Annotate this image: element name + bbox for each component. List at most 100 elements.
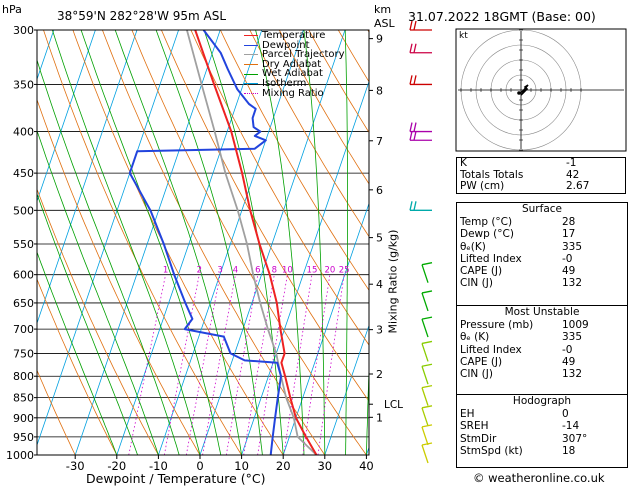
- km-tick-label: 6: [376, 184, 383, 197]
- pressure-tick-label: 800: [13, 370, 34, 383]
- row-label: θₑ(K): [460, 240, 486, 253]
- legend-label: Isotherm: [262, 77, 307, 89]
- index-value: 42: [566, 168, 580, 181]
- km-unit-label: km: [374, 3, 392, 16]
- mixing-ratio-line: [163, 274, 200, 455]
- mixing-ratio-line: [185, 274, 221, 455]
- wind-barb: [409, 201, 432, 211]
- mixing-ratio-label: 20: [325, 266, 336, 276]
- pressure-tick-label: 900: [13, 412, 34, 425]
- hodograph-unit-label: kt: [459, 31, 468, 41]
- x-tick-label: 0: [196, 459, 203, 473]
- index-label: PW (cm): [460, 180, 505, 193]
- wind-barb: [421, 316, 433, 338]
- mixing-ratio-label: 4: [233, 266, 238, 276]
- wind-barb-flag: [409, 43, 413, 53]
- wet-adiabat-line: [203, 30, 284, 455]
- wet-adiabat-line: [37, 251, 118, 455]
- legend-item-dry-adiabat: Dry Adiabat: [244, 58, 345, 70]
- wind-barb-flag: [413, 201, 417, 211]
- wind-barb: [421, 262, 433, 283]
- row-value: 0: [562, 408, 569, 420]
- wind-barb-shaft: [421, 444, 429, 464]
- wind-barb-flag: [409, 122, 413, 132]
- row-label: Dewp (°C): [460, 228, 514, 241]
- index-value: 2.67: [566, 180, 590, 193]
- series-dewpoint: [128, 30, 282, 455]
- indices-table: K -1 Totals Totals 42 PW (cm) 2.67: [456, 157, 626, 194]
- hodograph-title: Hodograph: [512, 395, 572, 407]
- pressure-tick-label: 500: [13, 204, 34, 217]
- wind-barb: [421, 340, 433, 362]
- wind-barb-shaft: [421, 426, 429, 446]
- index-row-pw: PW (cm) 2.67: [457, 180, 626, 193]
- row-value: 132: [562, 277, 583, 290]
- row-value: 132: [562, 368, 583, 381]
- dry-adiabat-line: [131, 30, 367, 455]
- mu-row: Pressure (mb) 1009: [457, 319, 627, 331]
- surface-title: Surface: [521, 203, 562, 215]
- wind-barb-shaft: [421, 318, 429, 338]
- wet-adiabat-line: [344, 30, 348, 455]
- mu-row: Lifted Index -0: [457, 344, 627, 356]
- pressure-tick-label: 1000: [6, 449, 34, 462]
- dry-adiabat-line: [102, 30, 326, 455]
- row-value: 307°: [562, 432, 588, 445]
- location-label: 38°59'N 282°28'W 95m ASL: [57, 9, 227, 23]
- wind-barb-flag: [413, 43, 417, 53]
- mixing-ratio-label: 1: [163, 266, 168, 276]
- legend-label: Wet Adiabat: [262, 68, 323, 80]
- asl-unit-label: ASL: [374, 17, 395, 30]
- wet-adiabat-line: [155, 30, 263, 455]
- mixing-ratio-line: [202, 274, 236, 455]
- isotherm-line: [282, 202, 369, 455]
- dry-adiabat-line: [37, 98, 201, 455]
- pressure-tick-label: 400: [13, 126, 34, 139]
- legend-swatch: [244, 35, 258, 37]
- km-tick-label: 3: [376, 324, 383, 337]
- dry-adiabat-line: [249, 30, 369, 238]
- row-label: Temp (°C): [460, 216, 513, 228]
- legend-label: Parcel Trajectory: [262, 49, 345, 61]
- km-tick-label: 8: [376, 84, 383, 97]
- pressure-tick-label: 700: [13, 323, 34, 336]
- isotherm-line: [199, 30, 346, 455]
- wind-barb-flag: [421, 384, 433, 389]
- legend-label: Dewpoint: [262, 39, 310, 51]
- x-tick-label: 40: [359, 459, 374, 473]
- pressure-tick-label: 300: [13, 24, 34, 37]
- wind-barb: [421, 384, 433, 406]
- row-value: 335: [562, 331, 583, 344]
- isotherm-line: [158, 30, 304, 455]
- hodo-row: EH 0: [457, 408, 627, 420]
- wind-barb-shaft: [421, 407, 429, 427]
- row-label: CIN (J): [460, 277, 493, 290]
- wind-barb-flag: [421, 424, 433, 428]
- mixing-ratio-label: 2: [197, 266, 202, 276]
- wind-barb: [421, 290, 433, 312]
- surface-row: Temp (°C) 28: [457, 216, 627, 228]
- isotherm-line: [116, 30, 263, 455]
- wind-barb-flag: [413, 20, 417, 31]
- wind-barb-flag: [421, 262, 433, 266]
- mixing-ratio-line: [128, 274, 166, 455]
- row-label: EH: [460, 408, 475, 420]
- row-value: 335: [562, 240, 583, 253]
- legend-swatch: [244, 83, 258, 85]
- wind-barb-flag: [413, 122, 417, 132]
- wind-barb: [409, 20, 432, 31]
- index-row-totals: Totals Totals 42: [457, 168, 626, 182]
- mixing-ratio-label: 15: [307, 266, 318, 276]
- hodograph-box: Hodograph EH 0 SREH -14 StmDir 307° StmSpd …: [456, 394, 628, 468]
- mu-row: CIN (J) 132: [457, 368, 627, 380]
- most-unstable-box: Most Unstable Pressure (mb) 1009 θₑ (K) 33…: [456, 305, 628, 395]
- row-value: 49: [562, 355, 576, 368]
- dry-adiabat-line: [161, 30, 369, 402]
- mixing-ratio-line: [225, 274, 259, 455]
- dry-adiabat-line: [278, 30, 369, 185]
- wind-barb-flag: [413, 75, 417, 85]
- legend-item-wet-adiabat: Wet Adiabat: [244, 69, 345, 79]
- mixing-ratio-line: [283, 274, 313, 455]
- legend-label: Dry Adiabat: [262, 58, 322, 70]
